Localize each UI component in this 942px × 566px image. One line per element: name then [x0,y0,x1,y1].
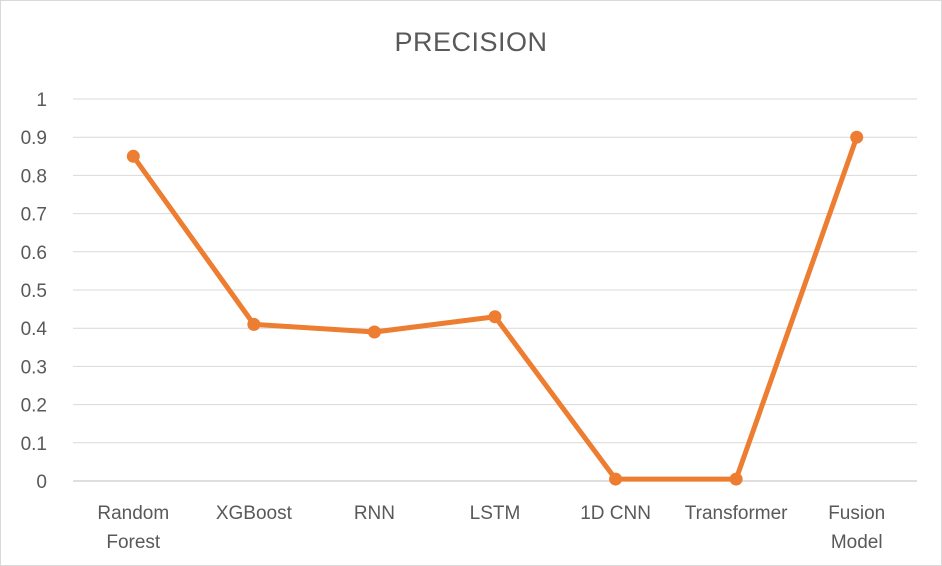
x-tick-label: XGBoost [216,503,293,524]
data-point [609,472,623,486]
data-point [126,149,140,163]
y-tick-label: 0.5 [21,281,47,302]
y-tick-label: 1 [36,90,47,111]
series-line [130,134,860,482]
y-tick-label: 0.9 [21,128,47,149]
data-point [247,317,261,331]
data-point [850,130,864,144]
y-tick-label: 0.3 [21,357,47,378]
x-tick-label: 1D CNN [580,503,651,524]
series-group [126,130,864,486]
y-tick-label: 0.1 [21,434,47,455]
y-axis-tick-labels: 0 0.1 0.2 0.3 0.4 0.5 0.6 0.7 0.8 0.9 1 [21,90,48,493]
x-tick-label: Random Forest [97,503,169,553]
data-point [488,310,502,324]
x-tick-label: LSTM [470,503,521,524]
data-point [729,472,743,486]
y-tick-label: 0.2 [21,396,47,417]
y-tick-label: 0.6 [21,243,47,264]
gridlines [73,98,917,482]
chart-title: PRECISION [394,27,548,57]
y-tick-label: 0.4 [21,319,48,340]
x-tick-label: Transformer [685,503,788,524]
y-tick-label: 0.7 [21,205,47,226]
x-axis-tick-labels: Random Forest XGBoost RNN LSTM 1D CNN Transfor… [97,503,885,553]
x-tick-label: RNN [354,503,395,524]
x-tick-label: Fusion Model [828,503,885,553]
data-point [367,325,381,339]
y-tick-label: 0.8 [21,166,47,187]
y-tick-label: 0 [36,472,47,493]
